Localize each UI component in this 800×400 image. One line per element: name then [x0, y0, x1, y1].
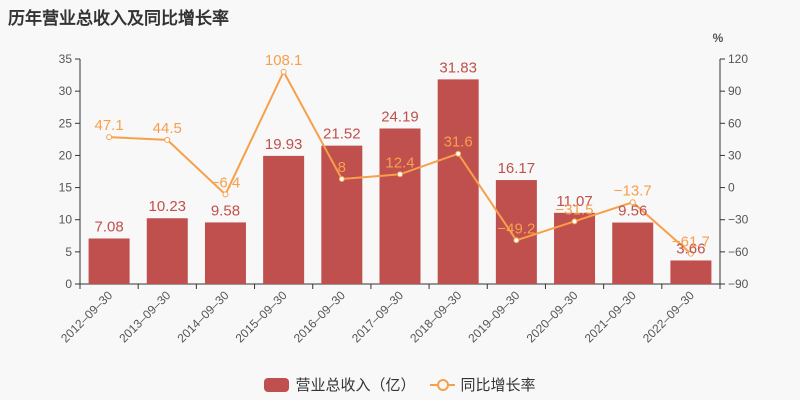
growth-point-marker[interactable] — [687, 250, 694, 257]
legend-label-growth: 同比增长率 — [460, 376, 536, 394]
line-marker-icon — [429, 378, 455, 392]
left-axis-tick-label: 0 — [65, 277, 72, 291]
x-axis-label: 2013–09–30 — [116, 288, 173, 345]
right-axis-tick-label: −30 — [728, 213, 749, 227]
growth-point-marker[interactable] — [106, 134, 113, 141]
revenue-bar[interactable] — [379, 128, 421, 284]
growth-value-label: −13.7 — [614, 182, 652, 199]
revenue-bar[interactable] — [612, 222, 654, 284]
revenue-bar[interactable] — [495, 180, 537, 284]
right-axis-tick-label: −60 — [728, 245, 749, 259]
right-axis-tick-label: 30 — [728, 148, 742, 162]
growth-value-label: −6.4 — [211, 174, 241, 191]
x-axis-label: 2015–09–30 — [233, 288, 290, 345]
x-axis-label: 2017–09–30 — [349, 288, 406, 345]
right-axis-tick-label: 60 — [728, 116, 742, 130]
x-axis-label: 2014–09–30 — [174, 288, 231, 345]
revenue-bar[interactable] — [670, 260, 712, 284]
revenue-bar[interactable] — [321, 145, 363, 284]
x-axis-label: 2020–09–30 — [524, 288, 581, 345]
bar-value-label: 24.19 — [381, 108, 419, 125]
left-axis-tick-label: 10 — [59, 213, 73, 227]
left-axis-tick-label: 25 — [59, 116, 73, 130]
growth-value-label: 47.1 — [94, 117, 123, 134]
legend: 营业总收入（亿） 同比增长率 — [0, 374, 800, 395]
growth-point-marker[interactable] — [571, 218, 578, 225]
growth-value-label: 8 — [338, 159, 346, 176]
left-axis-tick-label: 35 — [59, 52, 73, 66]
bar-swatch-icon — [264, 377, 290, 392]
growth-value-label: −31.5 — [556, 201, 594, 218]
growth-point-marker[interactable] — [280, 68, 287, 75]
left-axis-tick-label: 30 — [59, 84, 73, 98]
growth-value-label: −49.2 — [497, 220, 535, 237]
revenue-bar[interactable] — [437, 79, 479, 284]
growth-point-marker[interactable] — [338, 176, 345, 182]
growth-point-marker[interactable] — [164, 136, 171, 143]
bar-value-label: 9.58 — [211, 202, 240, 219]
growth-point-marker[interactable] — [513, 237, 520, 244]
bar-value-label: 10.23 — [148, 198, 186, 215]
growth-point-marker[interactable] — [397, 171, 403, 178]
bar-value-label: 31.83 — [439, 59, 477, 76]
x-axis-label: 2016–09–30 — [291, 288, 348, 345]
revenue-bar[interactable] — [263, 155, 305, 284]
growth-value-label: 31.6 — [444, 134, 473, 151]
x-axis-label: 2022–09–30 — [640, 288, 697, 345]
chart-title: 历年营业总收入及同比增长率 — [8, 9, 229, 29]
bar-value-label: 3.66 — [676, 240, 705, 257]
left-axis-tick-label: 20 — [59, 148, 73, 162]
right-axis-unit: % — [713, 31, 724, 45]
x-axis-label: 2021–09–30 — [582, 288, 639, 345]
bar-value-label: 7.08 — [94, 218, 123, 235]
legend-item-revenue[interactable]: 营业总收入（亿） — [264, 374, 416, 395]
right-axis-tick-label: 90 — [728, 84, 742, 98]
left-axis-tick-label: 5 — [65, 245, 72, 259]
growth-point-marker[interactable] — [629, 199, 636, 206]
legend-label-revenue: 营业总收入（亿） — [295, 376, 416, 394]
growth-value-label: 108.1 — [265, 52, 303, 69]
left-axis-tick-label: 15 — [59, 181, 73, 195]
bar-value-label: 21.52 — [323, 126, 361, 143]
bar-value-label: 9.56 — [618, 203, 647, 220]
x-axis-label: 2012–09–30 — [58, 288, 115, 345]
x-axis-label: 2018–09–30 — [407, 288, 464, 345]
growth-value-label: 44.5 — [153, 120, 182, 137]
right-axis-tick-label: 0 — [728, 181, 735, 195]
growth-point-marker[interactable] — [222, 191, 229, 198]
revenue-bar[interactable] — [554, 212, 596, 284]
growth-value-label: 12.4 — [385, 154, 414, 171]
legend-item-growth[interactable]: 同比增长率 — [429, 374, 536, 395]
revenue-bar[interactable] — [146, 218, 188, 284]
growth-value-label: −61.7 — [672, 234, 710, 251]
bar-value-label: 11.07 — [556, 193, 592, 210]
revenue-bar[interactable] — [88, 238, 130, 284]
right-axis-tick-label: −90 — [728, 277, 749, 291]
bar-value-label: 19.93 — [265, 136, 303, 153]
x-axis-label: 2019–09–30 — [465, 288, 522, 345]
revenue-bar[interactable] — [204, 222, 246, 284]
right-axis-tick-label: 120 — [728, 52, 748, 66]
growth-point-marker[interactable] — [455, 150, 462, 157]
bar-value-label: 16.17 — [498, 160, 536, 177]
